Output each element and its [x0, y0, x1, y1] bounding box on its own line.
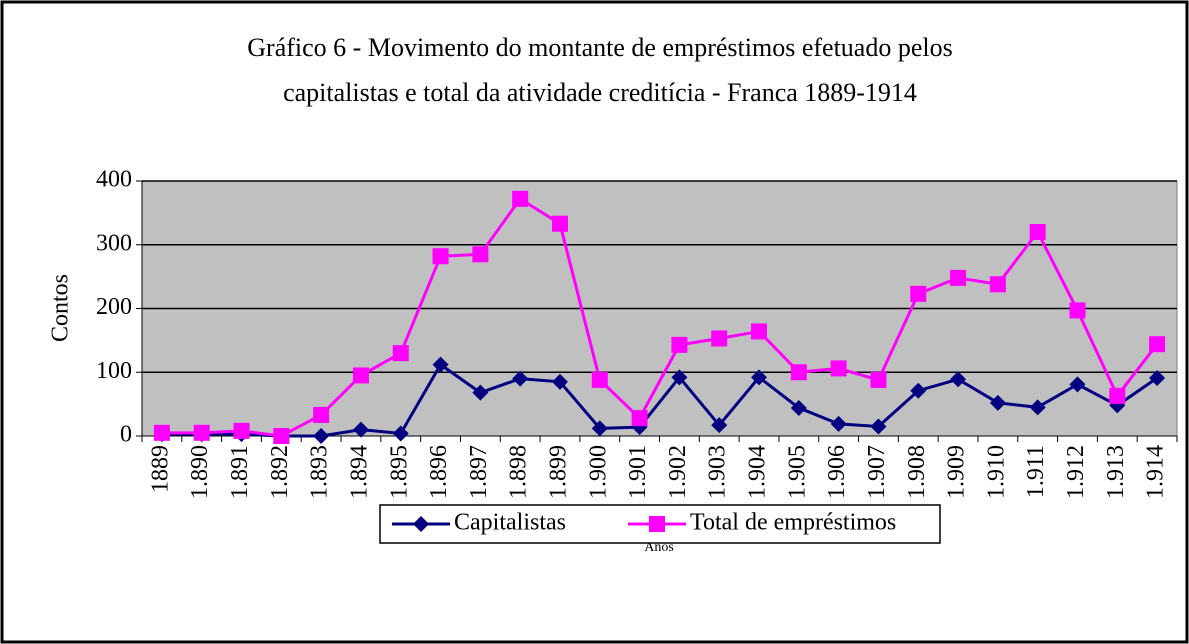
- x-tick-label: 1.911: [1023, 445, 1049, 498]
- y-tick-label: 0: [120, 422, 132, 448]
- x-tick-label: 1.893: [307, 445, 333, 499]
- data-point: [392, 345, 409, 362]
- data-point: [1029, 399, 1046, 416]
- x-tick-label: 1.894: [346, 445, 372, 499]
- y-tick-label: 100: [96, 358, 132, 384]
- x-tick-label: 1.906: [824, 445, 850, 499]
- data-point: [512, 370, 529, 387]
- data-point: [352, 421, 369, 438]
- data-point: [870, 418, 887, 435]
- data-point: [1069, 376, 1086, 393]
- data-point: [631, 410, 648, 427]
- data-point: [910, 285, 927, 302]
- x-tick-label: 1.897: [466, 445, 492, 499]
- data-point: [989, 394, 1006, 411]
- x-tick-label: 1.914: [1143, 445, 1169, 499]
- legend-label: Total de empréstimos: [690, 510, 896, 536]
- data-point: [751, 369, 768, 386]
- x-tick-label: 1.905: [784, 445, 810, 499]
- data-point: [313, 428, 330, 444]
- data-point: [153, 424, 170, 441]
- data-point: [671, 369, 688, 386]
- x-tick-label: 1.912: [1063, 445, 1089, 499]
- data-point: [790, 399, 807, 416]
- x-tick-label: 1.899: [545, 445, 571, 499]
- x-tick-label: 1.910: [983, 445, 1009, 499]
- data-point: [1149, 336, 1166, 353]
- data-point: [591, 371, 608, 388]
- data-point: [551, 215, 568, 232]
- data-point: [352, 367, 369, 384]
- legend-marker: [649, 516, 665, 532]
- y-tick-label: 400: [96, 167, 132, 193]
- data-point: [830, 360, 847, 377]
- data-point: [472, 246, 489, 263]
- x-tick-label: 1.891: [227, 445, 253, 499]
- x-tick-label: 1.904: [745, 445, 771, 499]
- x-tick-label: 1.908: [904, 445, 930, 499]
- x-tick-label: 1.903: [705, 445, 731, 499]
- data-point: [790, 364, 807, 381]
- y-axis-label: Contos: [48, 274, 74, 342]
- x-axis-label: Anos: [644, 540, 674, 555]
- x-tick-label: 1.895: [386, 445, 412, 499]
- data-point: [711, 330, 728, 347]
- data-point: [591, 420, 608, 437]
- data-point: [1149, 369, 1166, 386]
- x-tick-label: 1.907: [864, 445, 890, 499]
- data-point: [989, 276, 1006, 293]
- data-point: [233, 422, 250, 439]
- data-point: [711, 417, 728, 434]
- data-point: [671, 336, 688, 353]
- data-point: [950, 269, 967, 286]
- data-point: [432, 356, 449, 373]
- legend-label: Capitalistas: [454, 510, 566, 536]
- data-point: [193, 424, 210, 441]
- legend-marker: [413, 516, 429, 532]
- chart-title: Gráfico 6 - Movimento do montante de emp…: [247, 33, 952, 62]
- x-tick-label: 1.892: [267, 445, 293, 499]
- y-tick-label: 300: [96, 230, 132, 256]
- data-point: [273, 428, 290, 444]
- data-point: [950, 371, 967, 388]
- x-tick-label: 1.901: [625, 445, 651, 499]
- chart-title: capitalistas e total da atividade credit…: [283, 78, 917, 107]
- x-tick-label: 1.898: [506, 445, 532, 499]
- data-point: [551, 373, 568, 390]
- data-point: [1029, 224, 1046, 240]
- x-tick-label: 1.913: [1103, 445, 1129, 499]
- data-point: [432, 248, 449, 265]
- data-point: [1109, 387, 1126, 404]
- data-point: [751, 323, 768, 340]
- x-tick-label: 1.909: [944, 445, 970, 499]
- data-point: [910, 382, 927, 399]
- data-point: [870, 371, 887, 388]
- data-point: [830, 415, 847, 432]
- data-point: [512, 190, 529, 207]
- x-tick-label: 1.890: [187, 445, 213, 499]
- data-point: [392, 425, 409, 442]
- x-tick-label: 1.902: [665, 445, 691, 499]
- x-tick-label: 1.900: [585, 445, 611, 499]
- x-tick-label: 1889: [147, 445, 173, 493]
- y-tick-label: 200: [96, 294, 132, 320]
- x-tick-label: 1.896: [426, 445, 452, 499]
- data-point: [472, 384, 489, 401]
- data-point: [313, 406, 330, 423]
- data-point: [1069, 302, 1086, 319]
